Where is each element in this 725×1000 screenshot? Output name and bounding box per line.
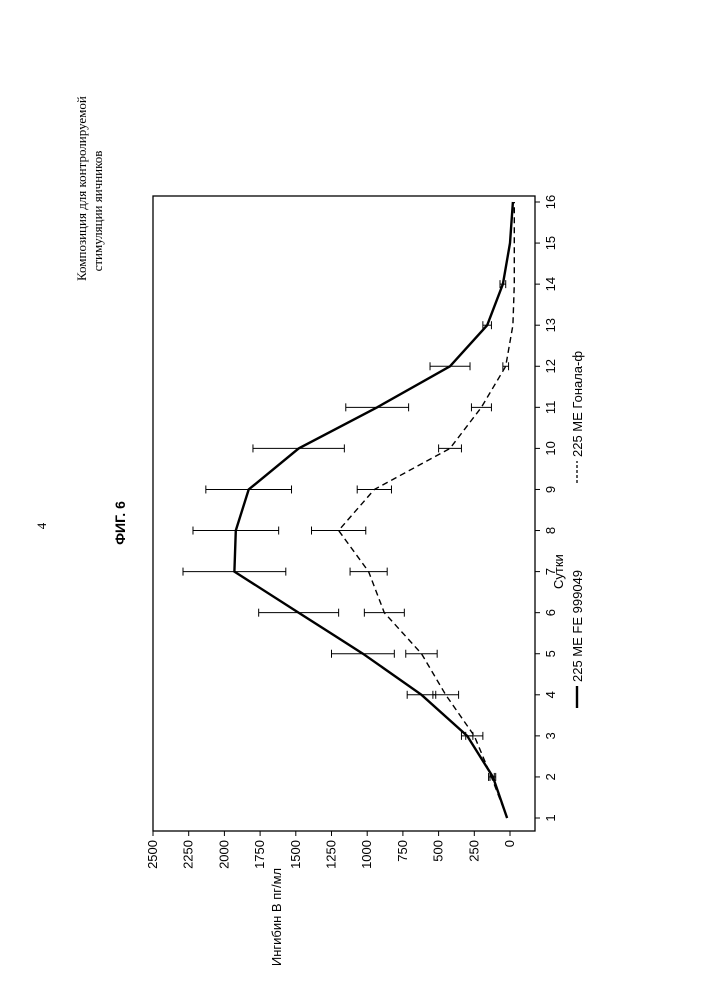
y-tick-label: 1250 (324, 840, 339, 869)
x-tick-label: 12 (543, 359, 558, 373)
x-tick-label: 5 (543, 650, 558, 657)
y-tick-label: 0 (502, 840, 517, 847)
series-gonal-f-line (339, 202, 515, 818)
y-tick-label: 2000 (216, 840, 231, 869)
y-tick-label: 1500 (288, 840, 303, 869)
series-fe999049-line (234, 202, 513, 818)
x-tick-label: 6 (543, 609, 558, 616)
x-tick-label: 3 (543, 732, 558, 739)
x-tick-label: 16 (543, 195, 558, 209)
legend-label-fe999049: 225 МЕ FE 999049 (570, 570, 585, 682)
y-axis-title: Ингибин В пг/мл (269, 868, 284, 966)
y-tick-label: 500 (431, 840, 446, 862)
x-tick-label: 2 (543, 773, 558, 780)
x-tick-label: 1 (543, 814, 558, 821)
x-tick-label: 11 (543, 401, 558, 415)
y-tick-label: 250 (466, 840, 481, 862)
y-tick-label: 1750 (252, 840, 267, 869)
y-tick-label: 2500 (145, 840, 160, 869)
y-tick-label: 1000 (359, 840, 374, 869)
x-tick-label: 9 (543, 486, 558, 493)
x-tick-label: 14 (543, 277, 558, 291)
y-tick-label: 2250 (181, 840, 196, 869)
x-axis-title: Сутки (551, 554, 566, 589)
y-tick-label: 750 (395, 840, 410, 862)
x-tick-label: 10 (543, 441, 558, 455)
x-tick-label: 8 (543, 527, 558, 534)
x-tick-label: 13 (543, 318, 558, 332)
legend-label-gonal-f: 225 МЕ Гонала-ф (570, 351, 585, 457)
x-tick-label: 15 (543, 236, 558, 250)
x-tick-label: 4 (543, 691, 558, 698)
